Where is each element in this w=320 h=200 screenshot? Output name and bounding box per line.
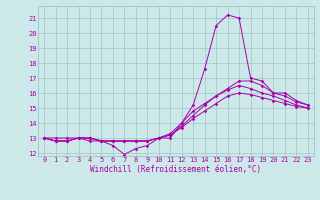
X-axis label: Windchill (Refroidissement éolien,°C): Windchill (Refroidissement éolien,°C): [91, 165, 261, 174]
